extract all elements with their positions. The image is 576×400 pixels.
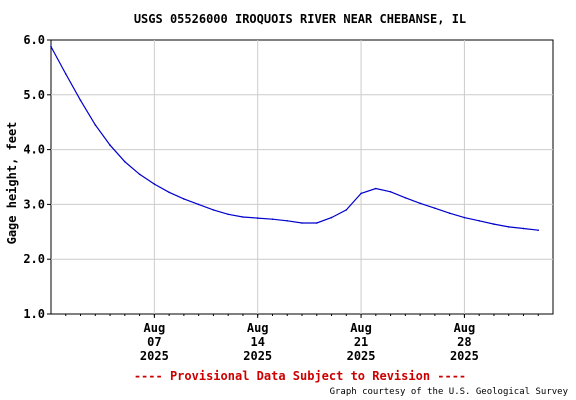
- data-point: [138, 173, 141, 176]
- y-tick-label: 1.0: [23, 307, 45, 321]
- data-point: [537, 229, 539, 231]
- gage-height-line: [50, 46, 539, 231]
- data-point: [153, 183, 156, 185]
- provisional-notice: ---- Provisional Data Subject to Revisio…: [134, 369, 466, 383]
- x-tick-label: Aug 28 2025: [450, 321, 479, 363]
- y-tick-label: 6.0: [23, 33, 45, 47]
- data-point: [375, 187, 377, 190]
- data-point: [493, 223, 495, 225]
- data-point: [434, 207, 436, 209]
- y-axis-label: Gage height, feet: [5, 122, 19, 245]
- data-point: [463, 216, 466, 219]
- x-tick-label: Aug 07 2025: [140, 321, 169, 363]
- chart-title: USGS 05526000 IROQUOIS RIVER NEAR CHEBAN…: [134, 12, 466, 26]
- data-point: [478, 220, 481, 222]
- data-point: [94, 124, 97, 126]
- y-tick-label: 3.0: [23, 197, 45, 211]
- y-tick-label: 4.0: [23, 143, 45, 157]
- data-point: [404, 197, 407, 199]
- x-tick-label: Aug 21 2025: [347, 321, 376, 363]
- grid-layer: [47, 39, 553, 318]
- data-point: [227, 213, 229, 216]
- data-point: [50, 45, 52, 48]
- data-point: [271, 218, 274, 220]
- usgs-credit: Graph courtesy of the U.S. Geological Su…: [330, 387, 569, 397]
- data-point: [79, 99, 82, 102]
- data-point: [242, 216, 244, 218]
- data-point: [197, 203, 200, 206]
- x-tick-label: Aug 14 2025: [243, 321, 272, 363]
- data-point: [419, 202, 421, 205]
- y-tick-labels: 1.0 2.0 3.0 4.0 5.0 6.0: [23, 33, 45, 321]
- x-tick-labels: Aug 07 2025 Aug 14 2025 Aug 21 2025 Aug 28 2025: [140, 321, 479, 363]
- plot-area: [50, 39, 554, 315]
- series-layer: [50, 45, 539, 231]
- data-point: [124, 160, 126, 163]
- data-point: [256, 217, 259, 219]
- data-point: [183, 198, 185, 200]
- data-point: [448, 212, 451, 214]
- data-point: [65, 73, 67, 75]
- y-tick-label: 2.0: [23, 252, 45, 266]
- data-point: [389, 191, 392, 193]
- data-point: [360, 192, 362, 195]
- y-tick-label: 5.0: [23, 88, 45, 102]
- data-point: [109, 144, 111, 146]
- data-point: [212, 209, 215, 211]
- data-point: [345, 209, 348, 211]
- data-point: [286, 220, 289, 222]
- data-point: [168, 191, 170, 194]
- data-point: [316, 222, 318, 224]
- data-point: [330, 216, 333, 219]
- data-point: [507, 226, 510, 228]
- data-point: [301, 222, 303, 224]
- data-point: [522, 227, 525, 230]
